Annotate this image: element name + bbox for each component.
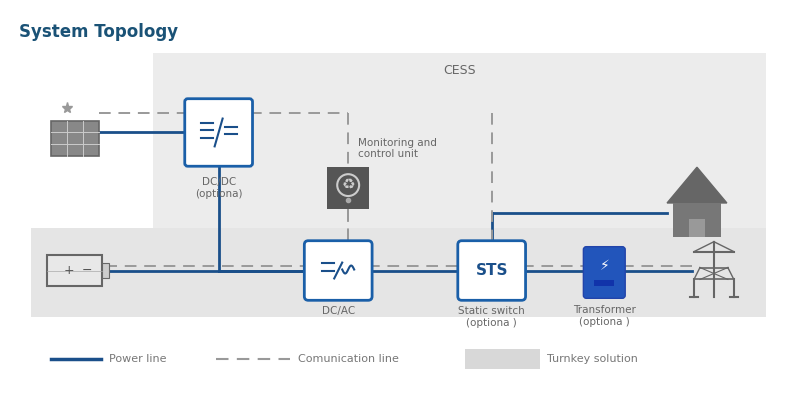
Bar: [102, 262, 109, 278]
FancyBboxPatch shape: [185, 99, 253, 166]
FancyBboxPatch shape: [51, 120, 99, 156]
Bar: [594, 280, 614, 286]
FancyBboxPatch shape: [304, 241, 372, 300]
Bar: [689, 219, 705, 237]
Text: Static switch
(optiona ): Static switch (optiona ): [458, 306, 525, 328]
FancyBboxPatch shape: [465, 349, 539, 369]
Text: ⚡: ⚡: [599, 260, 609, 274]
FancyBboxPatch shape: [153, 53, 766, 244]
Text: ♻: ♻: [342, 178, 355, 193]
Polygon shape: [667, 167, 727, 203]
FancyBboxPatch shape: [583, 247, 626, 298]
Text: DC/AC: DC/AC: [322, 306, 355, 316]
Text: DC/DC
(optiona): DC/DC (optiona): [195, 177, 242, 199]
Text: CESS: CESS: [443, 64, 476, 78]
Text: STS: STS: [475, 263, 508, 278]
Text: Monitoring and
control unit: Monitoring and control unit: [358, 138, 437, 159]
Text: Transformer
(optiona ): Transformer (optiona ): [573, 305, 636, 327]
FancyBboxPatch shape: [31, 228, 766, 317]
Text: −: −: [82, 264, 92, 277]
Text: Comunication line: Comunication line: [298, 354, 399, 364]
Bar: [327, 167, 369, 209]
Text: System Topology: System Topology: [19, 23, 178, 41]
Text: Power line: Power line: [109, 354, 166, 364]
FancyBboxPatch shape: [47, 255, 102, 286]
Text: +: +: [64, 264, 74, 277]
Text: Turnkey solution: Turnkey solution: [547, 354, 638, 364]
FancyBboxPatch shape: [458, 241, 526, 300]
Bar: [673, 203, 721, 237]
